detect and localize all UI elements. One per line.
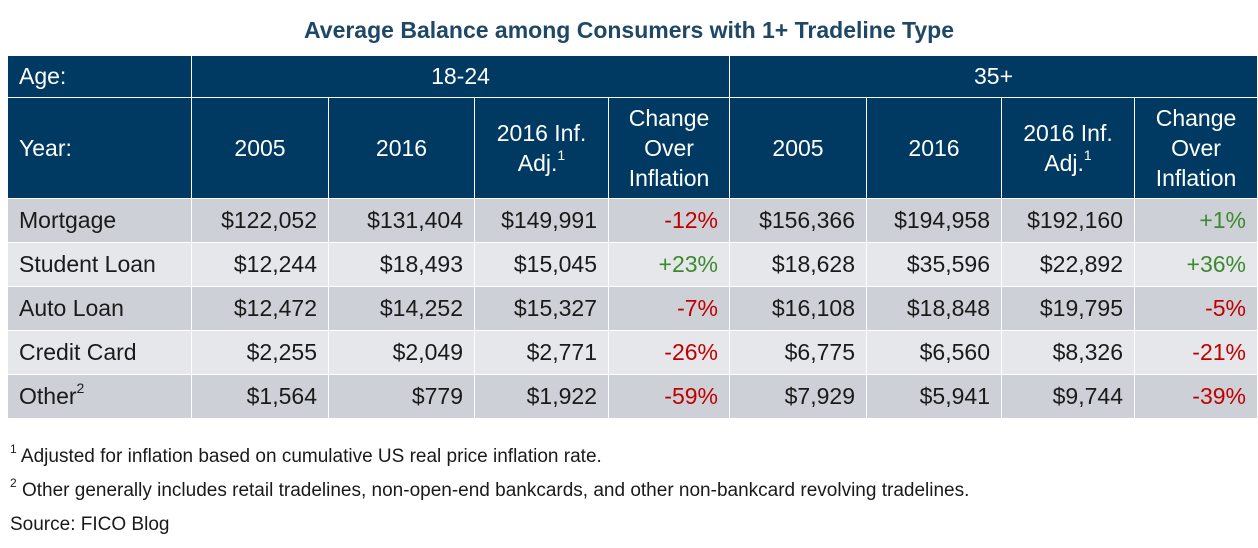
footnotes: 1 Adjusted for inflation based on cumula… <box>10 443 970 548</box>
table-row: Credit Card $2,255 $2,049 $2,771 -26% $6,775 $… <box>7 330 1258 375</box>
footnote-2-text: Other generally includes retail tradelin… <box>21 480 970 501</box>
col-header-inf-adj: 2016 Inf. Adj.1 <box>1001 97 1135 199</box>
table-row: Auto Loan $12,472 $14,252 $15,327 -7% $16,108… <box>7 286 1258 331</box>
cell-35-plus-y2016: $194,958 <box>866 198 1002 243</box>
col-header-2016: 2016 <box>328 97 475 199</box>
footnote-mark: 1 <box>1083 147 1092 164</box>
inf-adj-line2: Adj. <box>1044 150 1084 176</box>
change-line3: Inflation <box>628 165 710 191</box>
cell-18-24-y2016: $14,252 <box>328 286 475 331</box>
table-row: Student Loan $12,244 $18,493 $15,045 +23% $18… <box>7 242 1258 287</box>
inf-adj-line1: 2016 Inf. <box>496 120 587 146</box>
cell-35-plus-y2016: $35,596 <box>866 242 1002 287</box>
footnote-1-text: Adjusted for inflation based on cumulati… <box>20 446 602 467</box>
source-note: Source: FICO Blog <box>10 514 170 535</box>
cell-35-plus-inf-adj: $22,892 <box>1001 242 1135 287</box>
row-footnote-mark: 2 <box>76 380 85 397</box>
cell-18-24-y2005: $122,052 <box>191 198 329 243</box>
cell-35-plus-y2005: $156,366 <box>729 198 867 243</box>
cell-35-plus-change: +36% <box>1134 242 1258 287</box>
cell-18-24-y2016: $131,404 <box>328 198 475 243</box>
cell-35-plus-y2016: $6,560 <box>866 330 1002 375</box>
inf-adj-line2: Adj. <box>517 150 558 176</box>
row-category: Other2 <box>7 374 192 419</box>
row-category: Auto Loan <box>7 286 192 331</box>
cell-18-24-change: -26% <box>608 330 730 375</box>
cell-18-24-y2005: $12,472 <box>191 286 329 331</box>
table-row: Mortgage $122,052 $131,404 $149,991 -12% $156… <box>7 198 1258 243</box>
col-header-change: Change Over Inflation <box>1134 97 1258 199</box>
cell-18-24-y2005: $12,244 <box>191 242 329 287</box>
row-category-label: Other <box>19 383 77 409</box>
cell-18-24-y2016: $779 <box>328 374 475 419</box>
change-line2: Over <box>644 135 694 161</box>
cell-18-24-change: -7% <box>608 286 730 331</box>
col-header-inf-adj: 2016 Inf. Adj.1 <box>474 97 609 199</box>
cell-35-plus-change: -39% <box>1134 374 1258 419</box>
cell-35-plus-y2016: $5,941 <box>866 374 1002 419</box>
year-label: Year: <box>7 97 192 199</box>
table-row: Other2 $1,564 $779 $1,922 -59% $7,929 $5,941 $9… <box>7 374 1258 419</box>
cell-35-plus-y2005: $6,775 <box>729 330 867 375</box>
cell-35-plus-y2016: $18,848 <box>866 286 1002 331</box>
row-category-label: Mortgage <box>19 207 117 233</box>
inf-adj-line1: 2016 Inf. <box>1023 120 1113 146</box>
cell-18-24-y2016: $2,049 <box>328 330 475 375</box>
footnote-1: 1 Adjusted for inflation based on cumula… <box>10 443 969 480</box>
cell-18-24-change: -12% <box>608 198 730 243</box>
row-category-label: Student Loan <box>19 251 156 277</box>
cell-18-24-inf-adj: $15,327 <box>474 286 609 331</box>
cell-18-24-change: -59% <box>608 374 730 419</box>
col-header-2005: 2005 <box>191 97 329 199</box>
cell-35-plus-inf-adj: $19,795 <box>1001 286 1135 331</box>
table-body: Mortgage $122,052 $131,404 $149,991 -12% $156… <box>7 198 1258 419</box>
col-header-2016: 2016 <box>866 97 1002 199</box>
cell-35-plus-inf-adj: $192,160 <box>1001 198 1135 243</box>
group-header-35-plus: 35+ <box>729 55 1258 98</box>
cell-18-24-inf-adj: $15,045 <box>474 242 609 287</box>
change-line2: Over <box>1171 135 1221 161</box>
cell-35-plus-inf-adj: $8,326 <box>1001 330 1135 375</box>
row-category-label: Auto Loan <box>19 295 124 321</box>
cell-35-plus-y2005: $16,108 <box>729 286 867 331</box>
cell-35-plus-y2005: $7,929 <box>729 374 867 419</box>
footnote-mark: 1 <box>557 147 566 164</box>
col-header-change: Change Over Inflation <box>608 97 730 199</box>
footnote-1-mark: 1 <box>10 441 17 456</box>
chart-title: Average Balance among Consumers with 1+ … <box>304 17 954 43</box>
row-category: Mortgage <box>7 198 192 243</box>
change-line1: Change <box>628 105 710 131</box>
row-category-label: Credit Card <box>19 339 137 365</box>
cell-35-plus-inf-adj: $9,744 <box>1001 374 1135 419</box>
cell-18-24-inf-adj: $149,991 <box>474 198 609 243</box>
year-header-row: Year: 2005 2016 2016 Inf. Adj.1 Change O… <box>7 97 1258 199</box>
age-label: Age: <box>7 55 192 98</box>
cell-35-plus-change: -5% <box>1134 286 1258 331</box>
cell-35-plus-change: +1% <box>1134 198 1258 243</box>
change-line1: Change <box>1155 105 1237 131</box>
cell-18-24-change: +23% <box>608 242 730 287</box>
cell-18-24-y2005: $2,255 <box>191 330 329 375</box>
group-header-18-24: 18-24 <box>191 55 730 98</box>
row-category: Credit Card <box>7 330 192 375</box>
cell-18-24-inf-adj: $2,771 <box>474 330 609 375</box>
age-header-row: Age: 18-24 35+ <box>7 55 1258 98</box>
cell-18-24-y2016: $18,493 <box>328 242 475 287</box>
change-line3: Inflation <box>1155 165 1237 191</box>
col-header-2005: 2005 <box>729 97 867 199</box>
footnote-2-mark: 2 <box>10 475 17 490</box>
cell-35-plus-change: -21% <box>1134 330 1258 375</box>
footnote-2: 2 Other generally includes retail tradel… <box>10 477 970 514</box>
balance-table: Age: 18-24 35+ Year: 2005 2016 2016 Inf.… <box>7 55 1258 419</box>
cell-18-24-y2005: $1,564 <box>191 374 329 419</box>
row-category: Student Loan <box>7 242 192 287</box>
cell-35-plus-y2005: $18,628 <box>729 242 867 287</box>
cell-18-24-inf-adj: $1,922 <box>474 374 609 419</box>
